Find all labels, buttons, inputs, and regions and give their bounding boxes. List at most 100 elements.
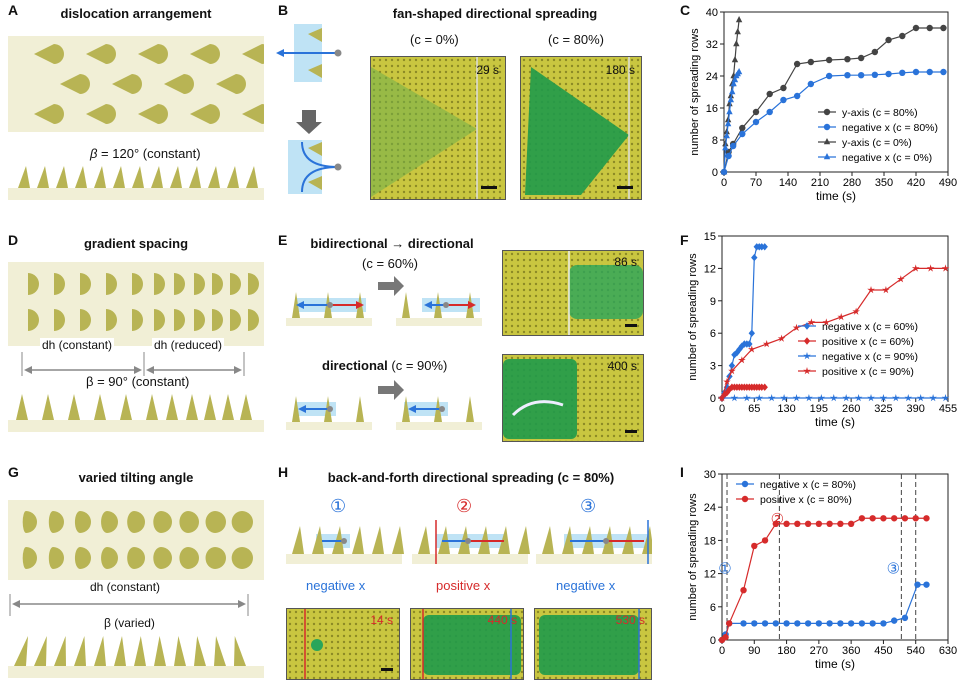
spine-shape [80,309,91,331]
data-point [752,108,760,116]
spine-shape [132,273,143,295]
y-tick-label: 9 [710,296,716,308]
panel-a-spines-top [34,44,298,124]
spine-shape [231,547,253,569]
data-point [852,307,860,315]
side-spine [151,166,163,188]
data-point [912,24,920,32]
data-point [730,394,739,402]
legend-marker [741,480,749,488]
spine-shape [174,309,185,331]
series-positive-x-c-60- [718,383,768,402]
panel-label-i: I [680,464,684,480]
side-spine [214,636,226,666]
data-point [869,620,876,627]
data-point [772,620,780,627]
panel-h-schematics [286,520,654,566]
data-point [857,54,865,62]
spine-shape [34,104,64,124]
y-tick-label: 16 [706,103,718,115]
legend-marker [803,322,811,330]
series-negative-x-c-60- [718,243,768,402]
series-negative-x-c-0- [720,68,743,175]
data-point [837,313,846,321]
data-point [780,84,787,92]
side-spine [312,526,324,554]
spine-shape [153,511,172,533]
panel-a-beta: β = 120° (constant) [90,146,201,161]
x-tick-label: 65 [748,403,760,415]
x-axis-label: time (s) [815,415,855,429]
panel-e-photo-c90: 400 s [502,354,644,442]
data-point [880,515,887,522]
y-tick-label: 18 [704,535,716,547]
data-point [739,130,746,138]
substrate [8,188,264,200]
data-point [740,587,747,594]
spine-shape [28,309,39,331]
panel-label-g: G [8,464,19,480]
legend: y-axis (c = 80%) negative x (c = 80%) y-ax… [818,107,938,164]
y-tick-label: 3 [710,361,716,373]
spine-shape [242,104,272,124]
legend-entry: negative x (c = 90%) [822,351,918,363]
spine-shape [179,511,199,533]
side-spine [562,526,574,554]
data-point [829,394,838,402]
panel-e-cond1: (c = 60%) [362,256,418,271]
side-spine [134,636,146,666]
legend-entry: positive x (c = 60%) [822,336,914,348]
legend-entry: negative x (c = 0%) [842,152,932,164]
panel-a-title: dislocation arrangement [60,6,212,21]
x-tick-label: 195 [810,403,828,415]
panel-h-title: back-and-forth directional spreading (c … [327,470,615,485]
panel-d-top-view [8,262,264,346]
data-point [747,345,756,353]
y-tick-label: 12 [704,263,716,275]
spine-shape [154,273,165,295]
data-point [897,275,905,283]
data-point [885,70,892,78]
side-spine [186,394,198,420]
chart-f: 0 65 130 195 260 325 390 455 0 3 6 9 12 15 time (s) num… [687,231,957,429]
side-spine [372,526,384,554]
data-point [879,394,888,402]
side-spine [246,166,258,188]
data-point [743,394,751,402]
data-point [734,28,741,35]
side-spine [74,636,86,666]
data-point [751,542,758,550]
side-spine [352,526,364,554]
side-spine [113,166,125,188]
spine-shape [138,104,168,124]
data-point [792,394,801,402]
side-spine [222,394,234,420]
x-tick-label: 260 [842,403,860,415]
panel-g-title: varied tilting angle [78,470,194,485]
x-tick-label: 490 [939,177,957,189]
series-line [723,27,944,173]
spine-shape [132,309,143,331]
side-spine [94,166,106,188]
panel-e-title2: directional (c = 90%) [322,358,448,373]
spine-shape [28,273,39,295]
data-point [807,318,816,326]
panel-b-time2: 180 s [605,63,635,77]
series-line [721,267,946,399]
spine-shape [174,273,185,295]
side-spine [166,394,178,420]
spine-shape [190,104,220,124]
legend-marker [823,108,831,116]
side-spine [542,526,554,554]
data-point [721,391,728,399]
data-point [804,620,812,627]
plot-frame [723,11,949,173]
panel-g-top-view [8,500,264,580]
data-point [815,620,823,627]
panel-e-time2: 400 s [607,359,637,373]
side-spine [56,166,68,188]
spine-shape [48,547,64,569]
data-point [822,318,831,326]
x-tick-label: 0 [721,177,727,189]
panel-d-side-view [8,392,264,432]
